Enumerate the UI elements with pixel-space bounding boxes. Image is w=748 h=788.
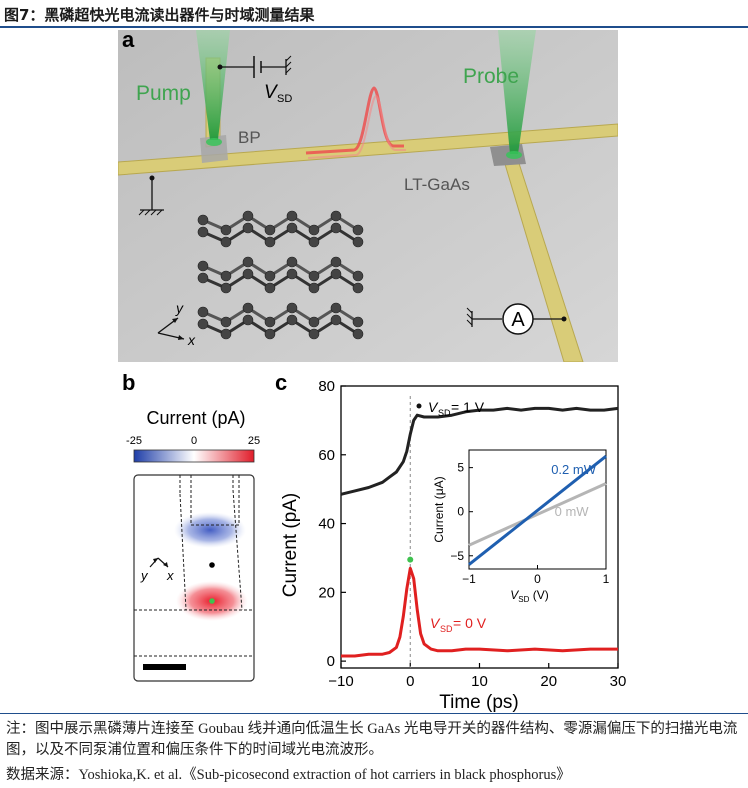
ltgaas-label: LT-GaAs [404, 175, 470, 194]
inset-x-label: VSD (V) [510, 588, 548, 604]
probe-spot [506, 151, 522, 159]
vsd1-annotation-sub: SD [438, 408, 451, 418]
inset-x-tick-label: 0 [534, 572, 541, 586]
vsd0-annotation: V SD = 0 V [430, 615, 487, 634]
pump-label: Pump [136, 82, 191, 105]
bp-crystal [197, 210, 364, 340]
vsd1-annotation: V SD = 1 V [416, 399, 485, 418]
substrate [118, 30, 618, 362]
ammeter-ground-hatch [466, 307, 473, 326]
y-axis-label: Current (pA) [280, 493, 301, 598]
axis-x-label: x [187, 332, 196, 348]
x-tick-label: 20 [540, 673, 557, 690]
colorbar-tick-pos: 25 [248, 435, 260, 447]
map-frame [133, 474, 255, 682]
inset-y-label: Current (μA) [432, 476, 446, 542]
pump-peak-marker [407, 556, 414, 563]
inset-x-tick-label: 1 [603, 572, 610, 586]
vsd-node [217, 64, 223, 70]
x-tick-label: 10 [471, 673, 488, 690]
scale-bar [143, 664, 186, 670]
series-vsd-1v [340, 406, 619, 496]
ground-hatch [285, 55, 292, 74]
inset-label-0mw: 0 mW [555, 504, 590, 519]
pump-position-dot [209, 598, 215, 604]
probe-beam [498, 30, 536, 154]
inset-label-02mw: 0.2 mW [551, 462, 597, 477]
vsd-label: V [264, 82, 279, 103]
vsd0-annotation-val: = 0 V [453, 615, 487, 631]
probe-position-dot [209, 562, 215, 568]
x-tick-label: −10 [328, 673, 353, 690]
y-tick-label: 0 [327, 653, 335, 670]
inset-series-0mw [468, 482, 607, 547]
colorbar-tick-zero: 0 [191, 435, 197, 447]
y-tick-label: 80 [318, 378, 335, 395]
goubau-line [118, 123, 618, 176]
caption-rule [0, 713, 748, 714]
pump-beam [196, 30, 230, 140]
panel-a-letter: a [122, 27, 135, 52]
x-tick-label: 30 [610, 673, 627, 690]
x-axis-label: Time (ps) [439, 692, 519, 712]
vsd0-annotation-sub: SD [440, 624, 453, 634]
series-vsd-0v [341, 566, 618, 658]
device-schematic: V SD A [118, 30, 618, 362]
colorbar [133, 449, 255, 463]
map-axis-x-label: x [166, 568, 174, 583]
vsd1-annotation-val: = 1 V [451, 399, 485, 415]
photocurrent-map: Current (pA) -25 0 25 y x [126, 408, 260, 682]
axis-x-head [178, 335, 184, 340]
y-tick-label: 60 [318, 447, 335, 464]
ground-node-left [149, 175, 155, 181]
inset-y-tick-label: 0 [457, 505, 464, 519]
vsd0-annotation-v: V [430, 615, 441, 631]
title-rule [0, 26, 748, 28]
map-axis-y-head [153, 558, 158, 563]
flake-outline [179, 475, 243, 611]
map-axis-x-head [163, 562, 168, 567]
vsd1-annotation-v: V [428, 399, 439, 415]
flake-outline-top [190, 475, 240, 526]
inset-series-02mw [468, 454, 607, 566]
vsd1-annotation-dot [416, 403, 422, 409]
axis-y-label: y [175, 300, 184, 316]
inset-x-tick-label: −1 [462, 572, 476, 586]
figure-note: 注：图中展示黑磷薄片连接至 Goubau 线并通向低温生长 GaAs 光电导开关… [6, 721, 738, 758]
y-tick-label: 20 [318, 584, 335, 601]
y-tick-label: 40 [318, 516, 335, 533]
panel-c-letter: c [275, 370, 288, 395]
vsd-subscript: SD [277, 93, 292, 105]
bp-label: BP [238, 128, 261, 147]
inset-y-tick-label: 5 [457, 461, 464, 475]
map-axis-y-label: y [140, 568, 149, 583]
ammeter-node [561, 316, 567, 322]
x-tick-label: 0 [406, 673, 414, 690]
axis-y-head [172, 318, 178, 323]
ground-hatch-left [138, 209, 163, 216]
figure-source: 数据来源：Yoshioka,K. et al.《Sub-picosecond e… [6, 767, 571, 783]
probe-label: Probe [463, 65, 519, 88]
panel-b-letter: b [122, 370, 136, 395]
inset-y-tick-label: −5 [450, 549, 464, 563]
pump-spot [206, 138, 222, 146]
ammeter-label: A [511, 309, 525, 331]
iv-inset: −1 0 1 −5 0 5 0 mW 0.2 mW Current (μA) VSD (V) [432, 449, 610, 604]
colorbar-title: Current (pA) [146, 408, 245, 428]
main-series [340, 406, 619, 658]
negative-signal-region [174, 512, 246, 548]
colorbar-tick-neg: -25 [126, 435, 142, 447]
figure-title: 图7：黑磷超快光电流读出器件与时域测量结果 [4, 6, 315, 24]
thz-pulse-shadow [307, 94, 406, 159]
